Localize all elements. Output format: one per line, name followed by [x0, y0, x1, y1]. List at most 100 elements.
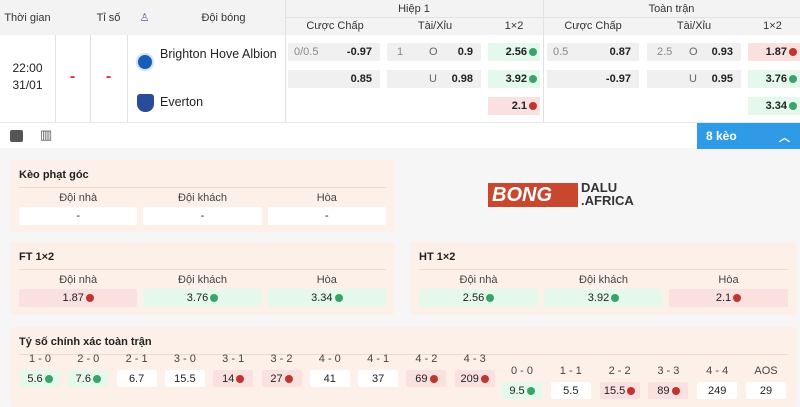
trend-down-icon — [789, 48, 797, 56]
bongdalu-logo: BONG DALU .AFRICA — [488, 178, 634, 210]
corner-label: Hòa — [316, 192, 337, 204]
corner-value[interactable]: - — [143, 207, 262, 225]
score-odd[interactable]: 15.5 — [164, 370, 205, 387]
header-h1-1x2: 1×2 — [504, 20, 524, 32]
score-label: AOS — [754, 365, 778, 377]
trend-up-icon — [210, 294, 219, 302]
more-odds-button[interactable]: 8 kèo ︿ — [697, 123, 800, 149]
trend-up-icon — [611, 294, 620, 302]
ht-label: Đội nhà — [459, 274, 498, 286]
score-odd[interactable]: 69 — [406, 370, 447, 387]
home-team[interactable]: Brighton Hove Albion — [160, 47, 277, 61]
trend-down-icon — [733, 294, 742, 302]
score-label: 1 - 0 — [28, 353, 51, 365]
header-ft-handicap: Cược Chấp — [564, 20, 622, 32]
half1-1x2-odd[interactable]: 3.92 — [488, 70, 540, 88]
ft-value[interactable]: 1.87 — [19, 289, 138, 307]
score-odd[interactable]: 37 — [358, 370, 399, 387]
corner-label: Đội nhà — [59, 192, 98, 204]
ht-value[interactable]: 2.1 — [669, 289, 788, 307]
full-1x2-odd[interactable]: 3.76 — [748, 70, 800, 88]
trend-down-icon — [480, 374, 489, 383]
score-label: 1 - 1 — [559, 365, 582, 377]
score-odd[interactable]: 5.6 — [20, 370, 60, 387]
more-odds-label: 8 kèo — [706, 129, 737, 143]
trend-up-icon — [92, 374, 101, 383]
ft-value[interactable]: 3.76 — [143, 289, 262, 307]
header-ft-1x2: 1×2 — [763, 20, 782, 32]
ht-value[interactable]: 3.92 — [544, 289, 663, 307]
score-label: 3 - 1 — [222, 353, 245, 365]
header-score: Tỉ số — [96, 11, 121, 24]
trend-up-icon — [529, 48, 537, 56]
half1-handicap-odd[interactable]: 0.85 — [288, 70, 380, 88]
everton-logo-icon — [137, 94, 154, 112]
score-odd[interactable]: 209 — [454, 370, 495, 387]
jersey-icon[interactable] — [10, 130, 23, 142]
half1-1x2-odd[interactable]: 2.1 — [488, 97, 540, 115]
score-odd[interactable]: 249 — [697, 382, 738, 399]
score-label: 2 - 0 — [77, 353, 100, 365]
score-odd[interactable]: 89 — [648, 382, 689, 399]
score-label: 2 - 1 — [125, 353, 148, 365]
score-odd[interactable]: 7.6 — [68, 370, 109, 387]
table-header: Thời gian Tỉ số ♙ Đội bóng Hiệp 1 Toàn t… — [0, 0, 800, 35]
full-1x2-odd[interactable]: 1.87 — [748, 43, 800, 61]
score-home: - — [69, 68, 76, 85]
trend-up-icon — [789, 102, 797, 110]
trend-up-icon — [789, 75, 797, 83]
ft-1x2-panel: FT 1×2 Đội nhà 1.87 Đội khách 3.76 Hòa 3.34 — [10, 242, 395, 315]
trend-down-icon — [429, 374, 438, 383]
header-ft-ou: Tài/Xỉu — [676, 20, 712, 32]
score-odd[interactable]: 9.5 — [502, 382, 542, 399]
score-label: 4 - 1 — [367, 353, 390, 365]
ft-label: Hòa — [316, 274, 337, 286]
score-odd[interactable]: 27 — [261, 370, 302, 387]
header-h1-ou: Tài/Xỉu — [417, 20, 453, 32]
corner-panel: Kèo phạt góc Đội nhà - Đội khách - Hòa - — [10, 160, 395, 232]
half1-handicap-odd[interactable]: 0/0.5 -0.97 — [288, 43, 380, 61]
header-h1-handicap: Cược Chấp — [306, 20, 364, 32]
trend-down-icon — [529, 102, 537, 110]
score-odd[interactable]: 6.7 — [116, 370, 157, 387]
full-ou-odd[interactable]: 2.5 O 0.93 — [647, 43, 741, 61]
score-odd[interactable]: 41 — [309, 370, 350, 387]
trend-down-icon — [236, 374, 245, 383]
brighton-logo-icon — [136, 53, 154, 71]
ft-value[interactable]: 3.34 — [267, 289, 386, 307]
ft-label: Đội khách — [178, 274, 227, 286]
score-away: - — [105, 68, 112, 85]
trend-up-icon — [529, 75, 537, 83]
match-time: 22:00 — [12, 61, 43, 75]
chevron-up-icon: ︿ — [779, 132, 790, 144]
trend-down-icon — [627, 386, 636, 395]
corner-label: Đội khách — [178, 192, 227, 204]
full-handicap-odd[interactable]: 0.5 0.87 — [547, 43, 639, 61]
score-odd[interactable]: 29 — [746, 382, 786, 399]
away-team[interactable]: Everton — [160, 95, 204, 109]
score-label: 3 - 2 — [270, 353, 293, 365]
ht-1x2-panel: HT 1×2 Đội nhà 2.56 Đội khách 3.92 Hòa 2.1 — [410, 242, 797, 315]
half1-ou-odd[interactable]: U 0.98 — [387, 70, 481, 88]
score-odd[interactable]: 15.5 — [599, 382, 640, 399]
full-ou-odd[interactable]: U 0.95 — [647, 70, 741, 88]
full-1x2-odd[interactable]: 3.34 — [748, 97, 800, 115]
match-row[interactable]: 22:00 31/01 - - Brighton Hove Albion Eve… — [0, 0, 800, 122]
score-odd[interactable]: 14 — [213, 370, 254, 387]
trend-up-icon — [334, 294, 343, 302]
half1-1x2-odd[interactable]: 2.56 — [488, 43, 540, 61]
corner-value[interactable]: - — [267, 207, 386, 225]
header-half1: Hiệp 1 — [398, 2, 430, 15]
ht-value[interactable]: 2.56 — [419, 289, 538, 307]
half1-ou-odd[interactable]: 1 O 0.9 — [387, 43, 481, 61]
exact-score-title: Tỷ số chính xác toàn trận — [19, 336, 152, 348]
ht-label: Đội khách — [579, 274, 628, 286]
full-handicap-odd[interactable]: -0.97 — [547, 70, 639, 88]
stats-icon[interactable]: ▥ — [40, 127, 53, 142]
corner-value[interactable]: - — [19, 207, 138, 225]
ft-title: FT 1×2 — [19, 251, 55, 263]
score-label: 4 - 4 — [706, 365, 729, 377]
header-time: Thời gian — [4, 11, 51, 24]
score-odd[interactable]: 5.5 — [550, 382, 591, 399]
score-label: 4 - 3 — [463, 353, 486, 365]
